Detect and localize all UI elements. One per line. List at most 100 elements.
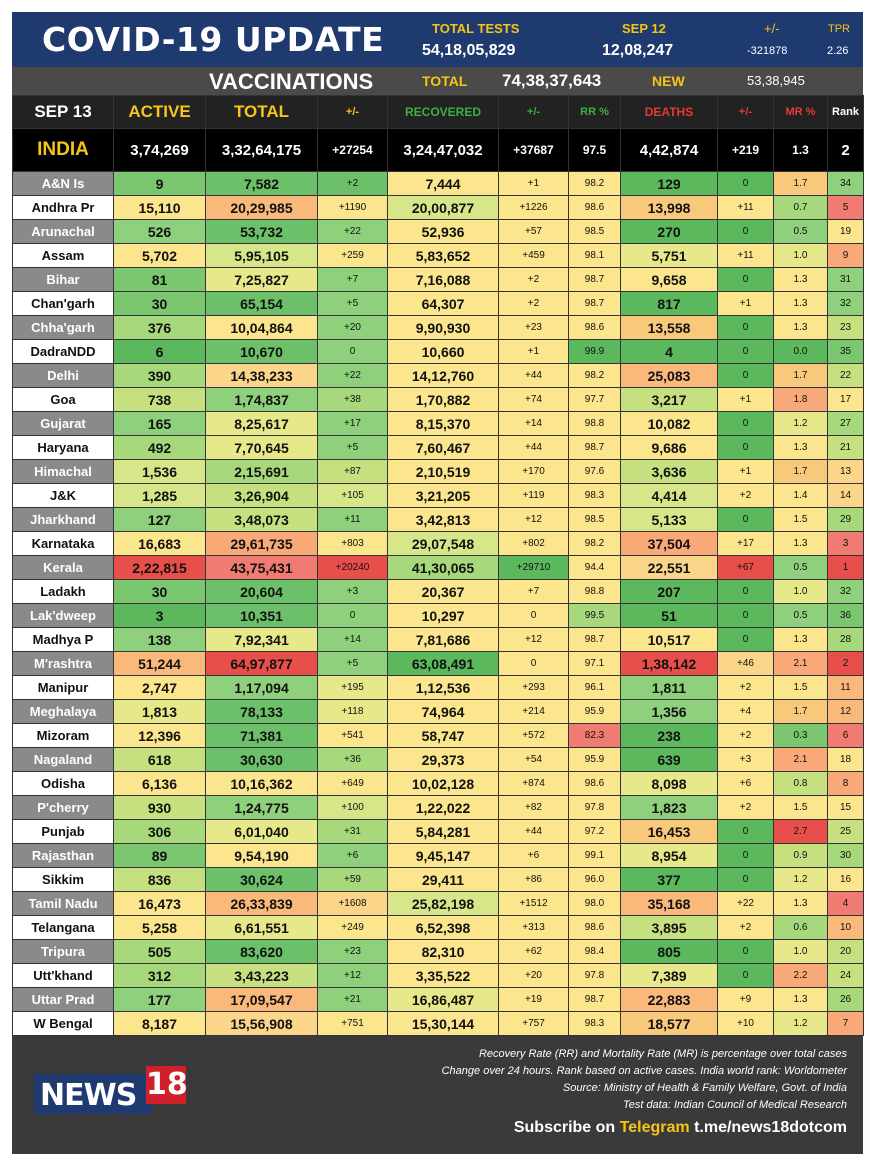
table-cell: 98.2 (568, 171, 621, 196)
table-cell: +62 (498, 939, 569, 964)
table-cell: 2,747 (113, 675, 206, 700)
table-cell: +1 (498, 339, 569, 364)
table-cell: +14 (498, 411, 569, 436)
table-cell: 177 (113, 987, 206, 1012)
table-cell: 376 (113, 315, 206, 340)
table-row: Ladakh 30 20,604 +3 20,367 +7 98.8 207 0 1.0 32 (12, 579, 864, 604)
table-cell: +23 (317, 939, 388, 964)
table-cell: 1,17,094 (205, 675, 318, 700)
telegram-link[interactable]: t.me/news18dotcom (694, 1119, 847, 1136)
table-cell: 63,08,491 (387, 651, 499, 676)
footer-note: Source: Ministry of Health & Family Welf… (562, 1082, 847, 1094)
table-cell: 1.3 (773, 891, 828, 916)
table-cell: 37,504 (620, 531, 718, 556)
table-cell: +5 (317, 435, 388, 460)
state-name: Ladakh (12, 579, 114, 604)
table-row: Himachal 1,536 2,15,691 +87 2,10,519 +170 97.6… (12, 459, 864, 484)
table-row: Mizoram 12,396 71,381 +541 58,747 +572 82.3 238… (12, 723, 864, 748)
table-cell: 98.6 (568, 315, 621, 340)
table-cell: +87 (317, 459, 388, 484)
table-cell: +572 (498, 723, 569, 748)
india-cell: 97.5 (568, 128, 621, 172)
state-name: J&K (12, 483, 114, 508)
table-cell: +259 (317, 243, 388, 268)
table-cell: 98.3 (568, 483, 621, 508)
table-cell: 1.5 (773, 675, 828, 700)
change-value: -321878 (747, 45, 788, 57)
table-cell: 1.2 (773, 867, 828, 892)
table-cell: 15,30,144 (387, 1011, 499, 1036)
table-cell: 15,56,908 (205, 1011, 318, 1036)
table-cell: 98.7 (568, 987, 621, 1012)
table-cell: 1,74,837 (205, 387, 318, 412)
date-label: SEP 12 (622, 21, 666, 36)
column-header: SEP 13 (12, 95, 114, 129)
table-cell: 10,517 (620, 627, 718, 652)
column-header: ACTIVE (113, 95, 206, 129)
table-cell: 2.7 (773, 819, 828, 844)
table-cell: 3,26,904 (205, 483, 318, 508)
table-cell: 0 (317, 339, 388, 364)
table-cell: 9 (113, 171, 206, 196)
table-cell: 9 (827, 243, 864, 268)
state-name: Meghalaya (12, 699, 114, 724)
state-name: Kerala (12, 555, 114, 580)
table-cell: 5,702 (113, 243, 206, 268)
table-cell: 17,09,547 (205, 987, 318, 1012)
table-cell: +10 (717, 1011, 774, 1036)
table-cell: +757 (498, 1011, 569, 1036)
table-cell: +14 (317, 627, 388, 652)
table-cell: 4,414 (620, 483, 718, 508)
table-cell: 34 (827, 171, 864, 196)
table-cell: +2 (498, 291, 569, 316)
table-row: Uttar Prad 177 17,09,547 +21 16,86,487 +19 98.… (12, 987, 864, 1012)
state-name: Bihar (12, 267, 114, 292)
state-name: Madhya P (12, 627, 114, 652)
table-cell: 43,75,431 (205, 555, 318, 580)
table-cell: +2 (717, 915, 774, 940)
table-cell: 3,636 (620, 459, 718, 484)
table-row: Bihar 81 7,25,827 +7 7,16,088 +2 98.7 9,658 0 1.3… (12, 267, 864, 292)
tpr-value: 2.26 (827, 45, 849, 57)
table-cell: 98.2 (568, 363, 621, 388)
table-cell: 15,110 (113, 195, 206, 220)
state-name: Haryana (12, 435, 114, 460)
table-cell: +86 (498, 867, 569, 892)
table-cell: 64,97,877 (205, 651, 318, 676)
table-cell: 817 (620, 291, 718, 316)
table-cell: 98.1 (568, 243, 621, 268)
column-header: +/- (317, 95, 388, 129)
table-cell: 1.3 (773, 315, 828, 340)
table-cell: +6 (717, 771, 774, 796)
table-cell: +17 (317, 411, 388, 436)
table-cell: 22,551 (620, 555, 718, 580)
table-row: Gujarat 165 8,25,617 +17 8,15,370 +14 98.8 10,0… (12, 411, 864, 436)
table-cell: 0.5 (773, 219, 828, 244)
table-cell: 3,895 (620, 915, 718, 940)
table-cell: +751 (317, 1011, 388, 1036)
table-cell: 14,12,760 (387, 363, 499, 388)
footer-note: Recovery Rate (RR) and Mortality Rate (M… (478, 1048, 847, 1060)
state-name: Telangana (12, 915, 114, 940)
table-cell: 1.7 (773, 363, 828, 388)
table-row: Chan'garh 30 65,154 +5 64,307 +2 98.7 817 +1 1.3 3… (12, 291, 864, 316)
table-cell: 10 (827, 915, 864, 940)
table-cell: 28 (827, 627, 864, 652)
table-cell: 6,61,551 (205, 915, 318, 940)
table-cell: +2 (717, 795, 774, 820)
table-cell: +4 (717, 699, 774, 724)
vaccinations-bar: VACCINATIONS TOTAL 74,38,37,643 NEW 53,3… (12, 67, 863, 95)
table-cell: 17 (827, 387, 864, 412)
table-cell: 12,396 (113, 723, 206, 748)
table-row: Meghalaya 1,813 78,133 +118 74,964 +214 95.9 1,… (12, 699, 864, 724)
table-cell: 19 (827, 219, 864, 244)
table-cell: 98.3 (568, 1011, 621, 1036)
table-cell: 14 (827, 483, 864, 508)
table-cell: 1,356 (620, 699, 718, 724)
table-cell: 20,367 (387, 579, 499, 604)
table-cell: 16,453 (620, 819, 718, 844)
table-cell: 0.5 (773, 555, 828, 580)
state-name: Jharkhand (12, 507, 114, 532)
table-cell: 129 (620, 171, 718, 196)
change-label: +/- (764, 21, 780, 36)
